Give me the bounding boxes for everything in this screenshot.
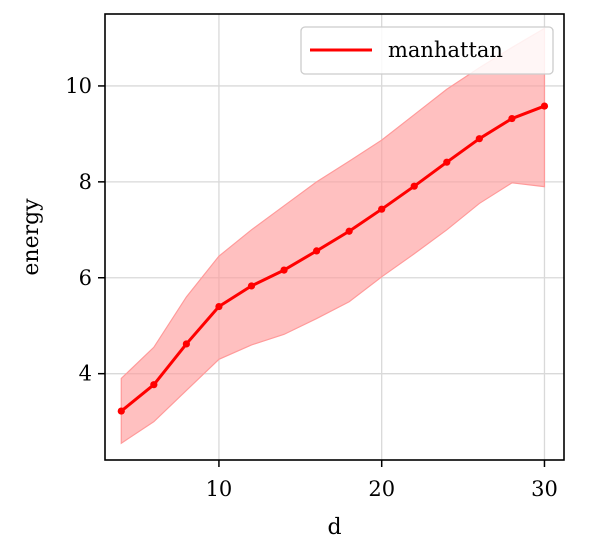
series-line-manhattan [120, 104, 546, 413]
data-point [508, 114, 516, 123]
y-tick-label: 8 [79, 170, 92, 194]
data-point [182, 340, 190, 348]
confidence-band [120, 27, 546, 445]
plot-frame [104, 13, 565, 461]
data-point [443, 158, 451, 166]
x-axis-label: d [327, 515, 341, 540]
y-tick-label: 6 [79, 266, 92, 290]
data-point [475, 135, 483, 143]
x-tick-label: 20 [368, 477, 395, 501]
data-point [280, 266, 288, 274]
data-point [540, 102, 549, 110]
data-points [117, 102, 549, 415]
data-point [312, 247, 321, 255]
y-tick-label: 4 [79, 362, 92, 386]
legend-box [300, 26, 554, 75]
x-axis-ticks: 10 20 30 [206, 460, 558, 501]
y-axis-label: energy [19, 198, 44, 276]
data-point [345, 227, 353, 235]
x-tick-label: 30 [531, 477, 558, 501]
y-tick-label: 10 [65, 74, 92, 98]
data-point [378, 205, 386, 213]
data-point [247, 282, 256, 290]
data-point [215, 302, 223, 311]
data-point [117, 407, 125, 415]
legend-label-manhattan: manhattan [388, 38, 503, 62]
data-point [410, 182, 418, 190]
x-tick-label: 10 [206, 477, 233, 501]
y-axis-ticks: 4 6 8 10 [65, 74, 105, 386]
data-point [150, 381, 158, 389]
legend: manhattan [300, 26, 554, 75]
